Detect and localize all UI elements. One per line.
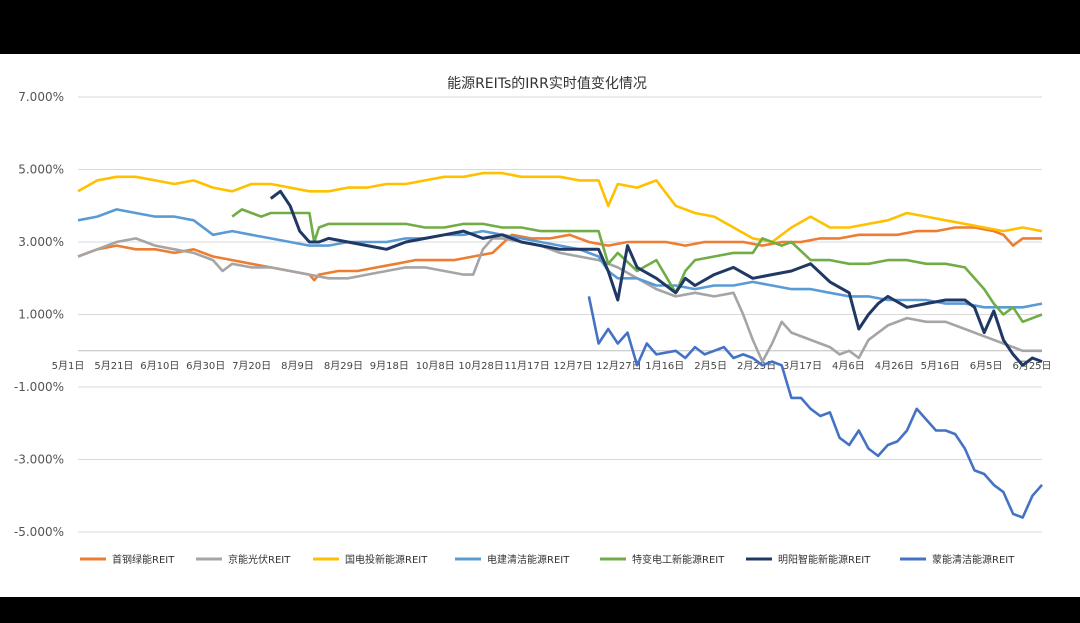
x-tick-label: 3月17日: [783, 360, 822, 372]
x-tick-label: 5月1日: [52, 360, 85, 372]
chart-title: 能源REITs的IRR实时值变化情况: [447, 76, 647, 92]
irr-line-chart: 能源REITs的IRR实时值变化情况 7.000% 5.000% 3.000% 1.0…: [14, 76, 1052, 566]
y-tick-label: -5.000%: [14, 525, 64, 539]
legend-label: 特变电工新能源REIT: [632, 553, 725, 566]
x-tick-label: 12月27日: [596, 360, 641, 372]
x-tick-label: 6月30日: [186, 360, 225, 372]
y-tick-label: -1.000%: [14, 380, 64, 394]
legend: 首钢绿能REIT 京能光伏REIT 国电投新能源REIT 电建清洁能源REIT 特变电工…: [80, 553, 1015, 566]
series-line: [269, 189, 1043, 367]
series-lines: [77, 171, 1043, 519]
y-tick-label: 1.000%: [18, 308, 64, 322]
legend-label: 国电投新能源REIT: [345, 553, 428, 566]
x-tick-label: 7月20日: [232, 360, 271, 372]
x-tick-label: 11月17日: [504, 360, 549, 372]
x-tick-label: 10月8日: [416, 360, 455, 372]
series-line: [77, 237, 1042, 363]
x-tick-label: 9月18日: [370, 360, 409, 372]
legend-label: 首钢绿能REIT: [112, 553, 175, 566]
x-tick-label: 8月9日: [281, 360, 314, 372]
y-tick-label: 5.000%: [18, 163, 64, 177]
gridlines: [78, 96, 1042, 533]
series-line: [587, 296, 1043, 519]
y-tick-label: 7.000%: [18, 90, 64, 104]
series-line: [77, 226, 1042, 282]
legend-label: 明阳智能新能源REIT: [778, 553, 871, 566]
series-line: [231, 208, 1043, 324]
x-tick-label: 8月29日: [324, 360, 363, 372]
x-tick-label: 5月16日: [921, 360, 960, 372]
legend-label: 蒙能清洁能源REIT: [932, 553, 1015, 566]
y-axis-ticks: 7.000% 5.000% 3.000% 1.000% -1.000% -3.000% -5…: [14, 90, 64, 539]
x-tick-label: 4月26日: [875, 360, 914, 372]
x-tick-label: 5月21日: [94, 360, 133, 372]
chart-frame: 能源REITs的IRR实时值变化情况 7.000% 5.000% 3.000% 1.0…: [0, 54, 1080, 597]
legend-label: 电建清洁能源REIT: [487, 553, 570, 566]
x-tick-label: 4月6日: [832, 360, 865, 372]
x-tick-label: 12月7日: [553, 360, 592, 372]
y-tick-label: 3.000%: [18, 235, 64, 249]
x-tick-label: 1月16日: [645, 360, 684, 372]
series-line: [77, 171, 1043, 244]
x-tick-label: 6月5日: [970, 360, 1003, 372]
x-tick-label: 10月28日: [458, 360, 503, 372]
series-line: [77, 208, 1043, 309]
x-axis-ticks: 5月1日 5月21日 6月10日 6月30日 7月20日 8月9日 8月29日 9月18日 10…: [52, 360, 1052, 372]
x-tick-label: 6月10日: [140, 360, 179, 372]
legend-label: 京能光伏REIT: [228, 553, 291, 566]
x-tick-label: 2月5日: [694, 360, 727, 372]
y-tick-label: -3.000%: [14, 453, 64, 467]
